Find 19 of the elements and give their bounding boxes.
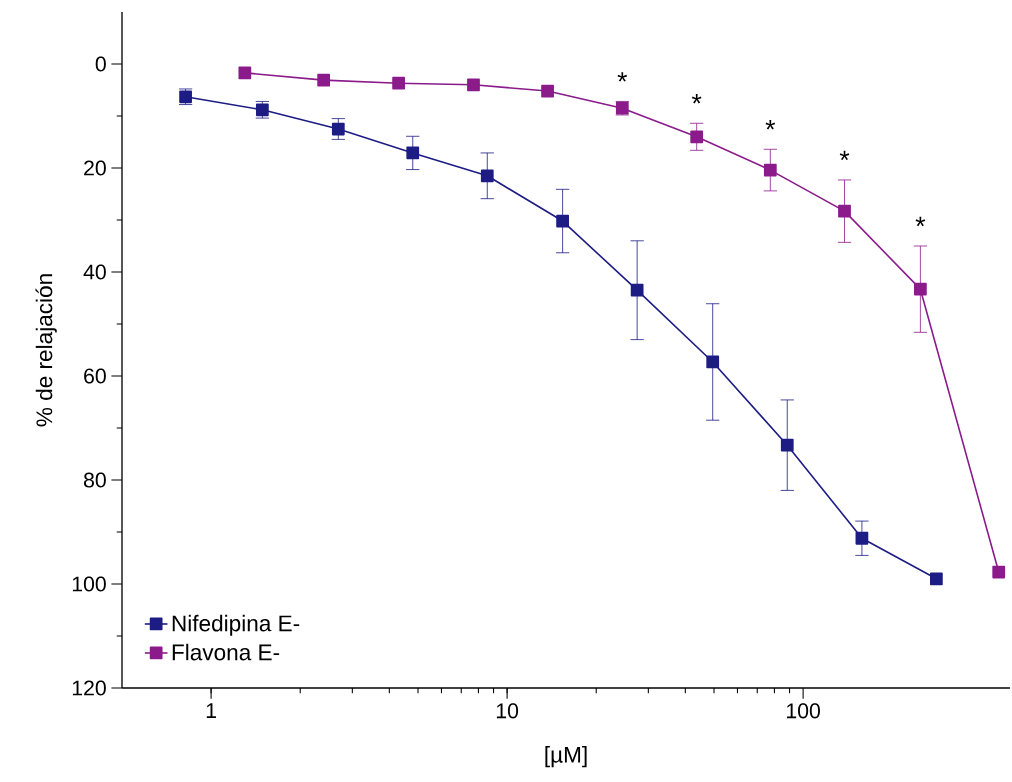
y-tick-label: 80 xyxy=(83,472,106,488)
y-tick-label: 100 xyxy=(72,576,106,592)
y-tick-label: 20 xyxy=(84,160,106,176)
annotation: * xyxy=(839,150,850,161)
annotation: * xyxy=(691,94,702,104)
y-axis-title: % de relajación xyxy=(35,274,57,427)
x-axis-title: [µM] xyxy=(545,746,587,768)
legend-label: Nifedipina E- xyxy=(172,614,300,636)
y-tick-label: 60 xyxy=(84,368,106,384)
x-tick-label: 1 xyxy=(206,703,216,718)
annotation: * xyxy=(765,120,776,130)
x-tick-label: 100 xyxy=(787,703,820,719)
y-tick-label: 40 xyxy=(83,264,106,280)
annotation: * xyxy=(617,72,628,82)
legend-label: Flavona E- xyxy=(172,643,280,661)
y-tick-label: 120 xyxy=(72,680,106,696)
x-tick-label: 10 xyxy=(496,703,519,719)
annotation: * xyxy=(915,216,926,227)
y-tick-label: 0 xyxy=(95,56,106,72)
